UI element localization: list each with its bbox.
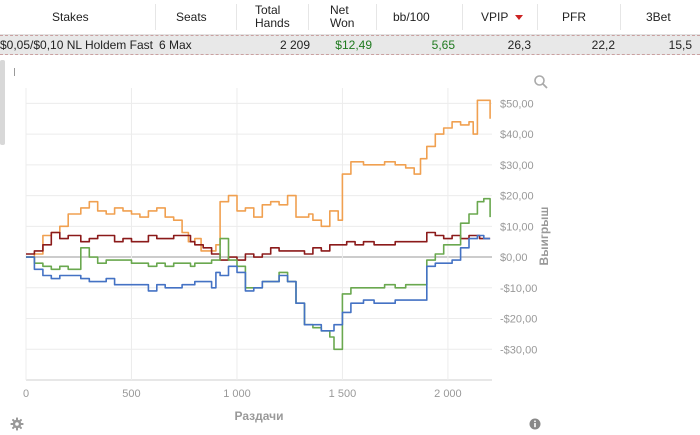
y-tick-label: -$20,00 <box>500 314 537 326</box>
y-tick-label: $10,00 <box>500 221 534 233</box>
cell-net-won: $12,49 <box>335 38 372 52</box>
series-line-2 <box>26 197 491 351</box>
column-header-stakes[interactable]: Stakes <box>52 9 89 24</box>
series-line-3 <box>26 234 491 332</box>
series-line-1 <box>26 231 491 261</box>
y-tick-label: $30,00 <box>500 160 534 172</box>
column-header-vpip[interactable]: VPIP <box>481 0 524 34</box>
table-row[interactable]: $0,05/$0,10 NL Holdem Fast 6 Max 2 209 $… <box>0 35 700 55</box>
cell-total-hands: 2 209 <box>279 38 310 52</box>
x-tick-label: 0 <box>23 388 29 400</box>
chart-series <box>26 99 491 351</box>
gear-icon[interactable] <box>10 417 24 431</box>
y-tick-label: $40,00 <box>500 129 534 141</box>
x-tick-label: 500 <box>122 388 140 400</box>
y-tick-label: -$10,00 <box>500 283 537 295</box>
y-axis-ticks: $50,00 $40,00 $30,00 $20,00 $10,00 $0,00 -$10,… <box>500 98 537 356</box>
resize-handle[interactable] <box>14 68 15 76</box>
y-tick-label: $50,00 <box>500 98 534 110</box>
cell-vpip: 26,3 <box>507 38 531 52</box>
column-header-pfr[interactable]: PFR <box>562 9 586 24</box>
series-line-0 <box>26 99 491 258</box>
column-header-bb100[interactable]: bb/100 <box>393 9 430 24</box>
y-tick-label: $20,00 <box>500 191 534 203</box>
y-axis-label: Выигрыш <box>537 207 551 266</box>
x-axis-ticks: 0 500 1 000 1 500 2 000 <box>23 388 462 400</box>
y-tick-label: $0,00 <box>500 252 528 264</box>
x-axis-label: Раздачи <box>235 409 284 423</box>
cell-stakes: $0,05/$0,10 NL Holdem Fast <box>0 38 153 52</box>
column-header-total-hands[interactable]: Total Hands <box>255 3 290 30</box>
cell-pfr: 22,2 <box>591 38 615 52</box>
info-icon[interactable] <box>529 418 541 430</box>
column-header-net-won[interactable]: Net Won <box>330 3 355 30</box>
column-header-3bet[interactable]: 3Bet <box>646 9 671 24</box>
vertical-scrollbar[interactable] <box>0 60 5 145</box>
x-tick-label: 1 000 <box>223 388 251 400</box>
cell-bb100: 5,65 <box>431 38 455 52</box>
cell-3bet: 15,5 <box>668 38 692 52</box>
x-tick-label: 1 500 <box>329 388 357 400</box>
y-tick-label: -$30,00 <box>500 344 537 356</box>
x-tick-label: 2 000 <box>434 388 462 400</box>
sort-descending-icon <box>515 14 524 20</box>
chart-grid <box>25 88 492 381</box>
column-header-seats[interactable]: Seats <box>176 9 207 24</box>
cell-seats: 6 Max <box>159 38 192 52</box>
magnifier-icon[interactable] <box>533 74 549 90</box>
stats-table-header: Stakes Seats Total Hands Net Won bb/100 … <box>0 0 700 35</box>
